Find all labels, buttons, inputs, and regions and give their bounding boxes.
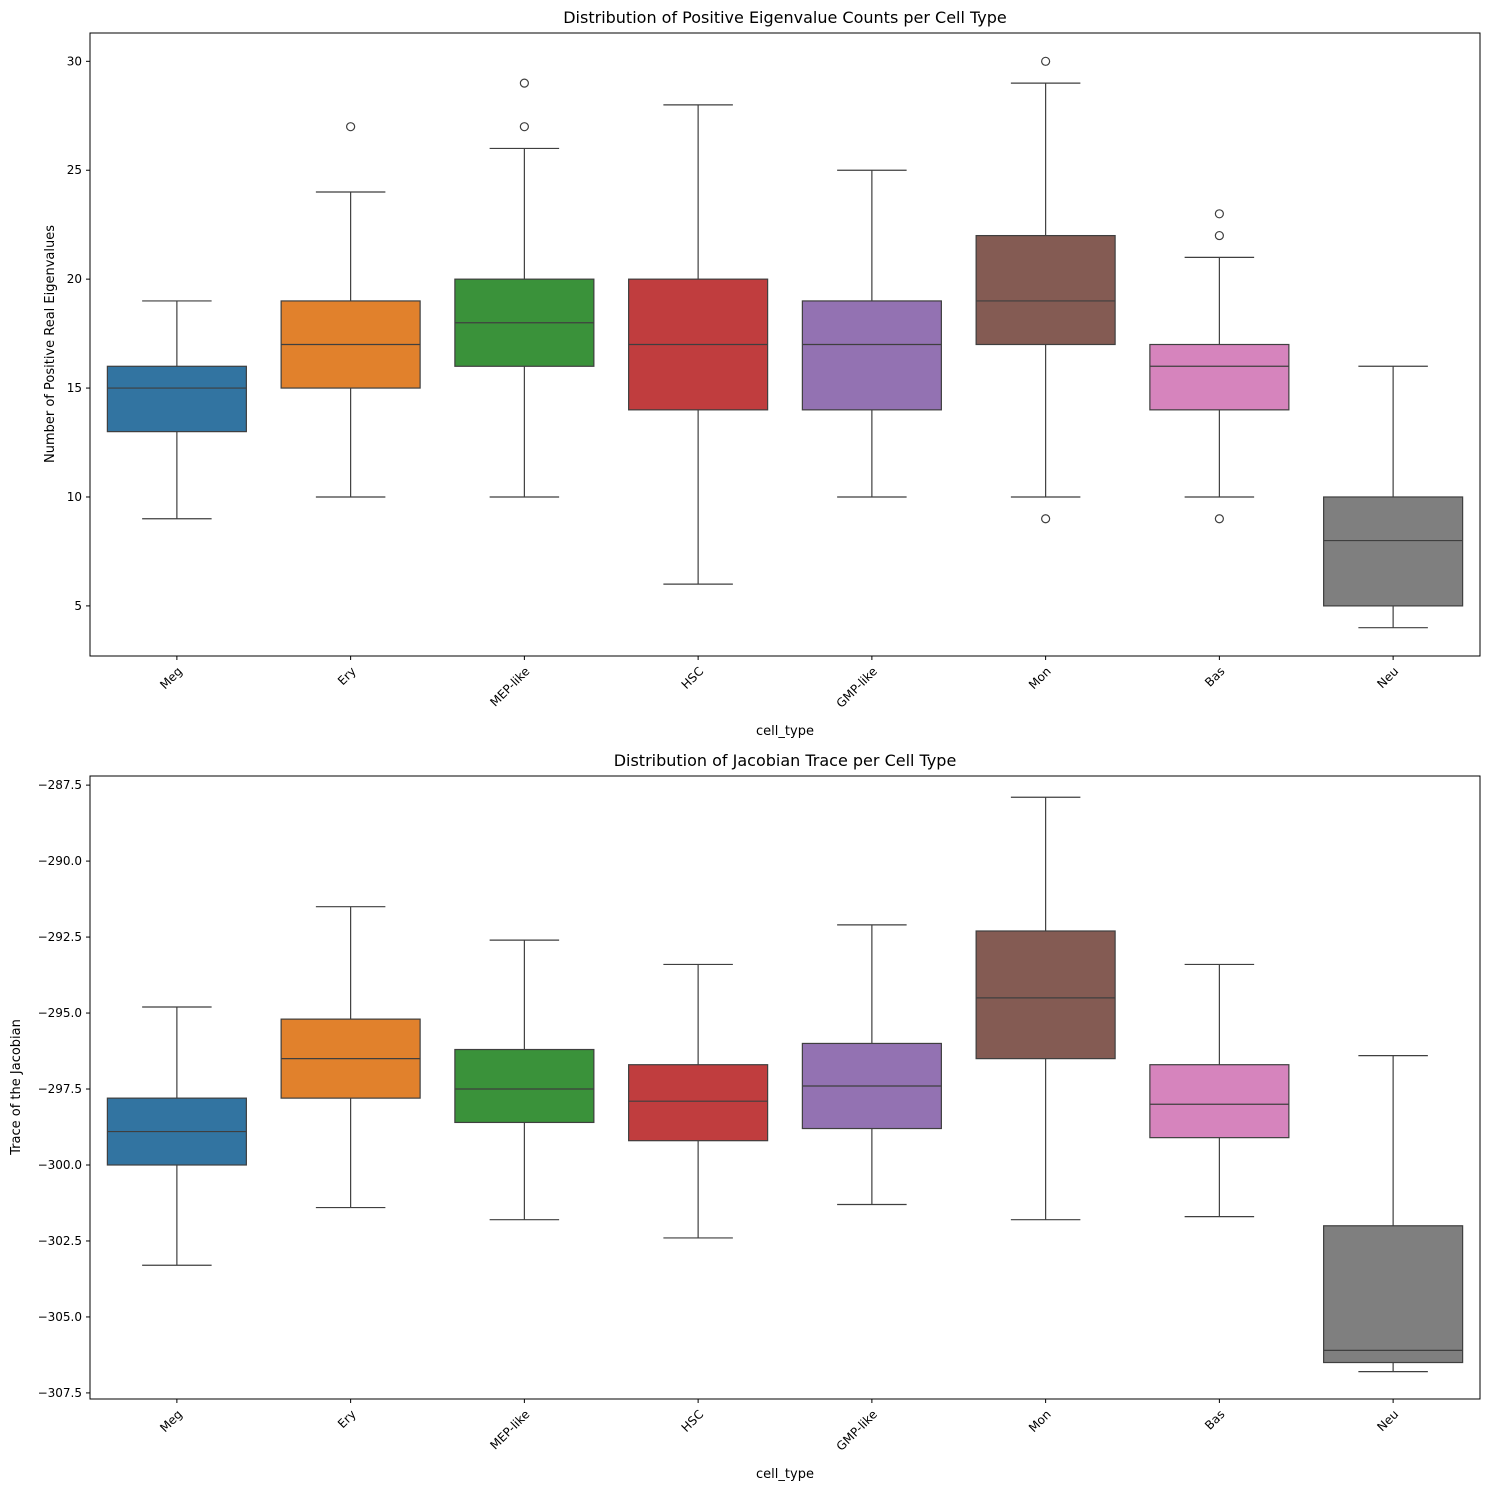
y-tick-label: −302.5 xyxy=(38,1234,82,1248)
outlier-point xyxy=(1214,230,1224,241)
y-tick-label: 10 xyxy=(67,490,82,504)
box-meg xyxy=(106,300,247,520)
box-gmp-like xyxy=(801,924,942,1206)
box-body xyxy=(106,365,247,433)
box-gmp-like xyxy=(801,169,942,498)
outlier-point xyxy=(346,122,356,132)
outlier-point xyxy=(519,78,529,88)
y-tick-label: −295.0 xyxy=(38,1006,82,1020)
box-body xyxy=(1323,1225,1464,1364)
box-body xyxy=(628,1064,769,1142)
outlier-point xyxy=(519,122,529,132)
x-axis-label: cell_type xyxy=(756,1467,814,1482)
box-mep-like xyxy=(454,939,595,1221)
box-group xyxy=(106,796,1464,1373)
box-body xyxy=(975,234,1116,346)
plot-frame xyxy=(89,775,1481,1400)
y-tick-label: 25 xyxy=(67,163,82,177)
box-bas xyxy=(1149,963,1290,1218)
box-ery xyxy=(280,906,421,1209)
box-neu xyxy=(1323,1054,1464,1373)
box-hsc xyxy=(628,104,769,585)
y-axis-label: Trace of the Jacobian xyxy=(9,1019,24,1156)
y-tick-label: −300.0 xyxy=(38,1158,82,1172)
box-neu xyxy=(1323,365,1464,629)
x-axis-label: cell_type xyxy=(756,724,814,739)
y-tick-label: −290.0 xyxy=(38,854,82,868)
y-tick-label: −307.5 xyxy=(38,1386,82,1400)
y-tick-label: 30 xyxy=(67,54,82,68)
box-hsc xyxy=(628,963,769,1239)
y-tick-label: −305.0 xyxy=(38,1310,82,1324)
y-tick-label: 5 xyxy=(74,599,82,613)
box-ery xyxy=(280,122,421,498)
box-body xyxy=(975,930,1116,1060)
y-tick-label: 20 xyxy=(67,272,82,286)
chart-title: Distribution of Positive Eigenvalue Coun… xyxy=(563,8,1007,27)
y-tick-label: −297.5 xyxy=(38,1082,82,1096)
box-mon xyxy=(975,796,1116,1221)
box-meg xyxy=(106,1006,247,1266)
box-mep-like xyxy=(454,78,595,498)
outlier-point xyxy=(1214,514,1224,524)
y-tick-label: 15 xyxy=(67,381,82,395)
box-mon xyxy=(975,56,1116,524)
box-body xyxy=(454,1048,595,1124)
y-axis-label: Number of Positive Real Eigenvalues xyxy=(43,225,58,463)
outlier-point xyxy=(1041,514,1051,524)
y-tick-label: −292.5 xyxy=(38,930,82,944)
box-body xyxy=(1149,343,1290,411)
box-body xyxy=(801,300,942,411)
y-ticks: −287.5 −290.0 −292.5 −295.0 −297.5 −300.0 −302… xyxy=(38,778,90,1400)
chart-title: Distribution of Jacobian Trace per Cell … xyxy=(614,751,957,770)
box-body xyxy=(1323,496,1464,607)
y-tick-label: −287.5 xyxy=(38,778,82,792)
box-body xyxy=(1149,1064,1290,1139)
box-group xyxy=(106,56,1464,629)
outlier-point xyxy=(1214,209,1224,219)
box-bas xyxy=(1149,209,1290,524)
outlier-point xyxy=(1041,56,1051,66)
plot-frame xyxy=(89,32,1481,657)
y-ticks: 5 10 15 20 25 30 xyxy=(67,54,90,613)
